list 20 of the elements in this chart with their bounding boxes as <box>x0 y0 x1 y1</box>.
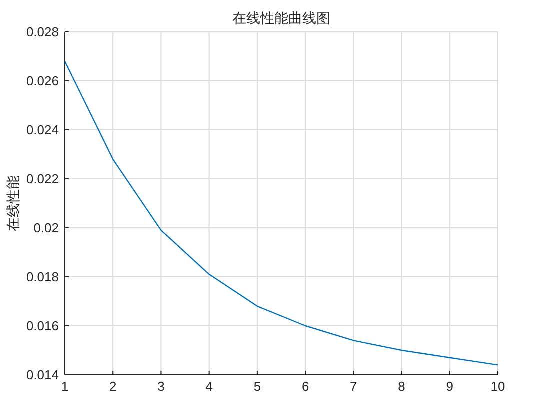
x-tick-label: 4 <box>206 379 213 393</box>
x-tick-label: 10 <box>490 379 506 393</box>
x-tick-label: 1 <box>61 379 69 393</box>
x-tick-label: 9 <box>446 379 454 393</box>
x-tick-label: 3 <box>158 379 165 393</box>
y-tick-label: 0.018 <box>26 270 59 284</box>
y-tick-label: 0.026 <box>26 74 59 88</box>
x-tick-label: 5 <box>254 379 262 393</box>
x-tick-label: 6 <box>302 379 310 393</box>
y-tick-label: 0.024 <box>26 122 59 138</box>
x-tick-label: 7 <box>350 379 358 393</box>
y-axis-title: 在线性能 <box>5 176 21 232</box>
chart-title: 在线性能曲线图 <box>232 10 330 26</box>
y-tick-label: 0.02 <box>34 220 59 236</box>
y-tick-label: 0.016 <box>26 318 59 334</box>
y-tick-label: 0.028 <box>26 24 59 40</box>
x-tick-label: 8 <box>398 379 406 393</box>
y-tick-label: 0.022 <box>26 172 59 186</box>
x-tick-label: 2 <box>109 379 117 393</box>
y-tick-label: 0.014 <box>26 368 59 382</box>
